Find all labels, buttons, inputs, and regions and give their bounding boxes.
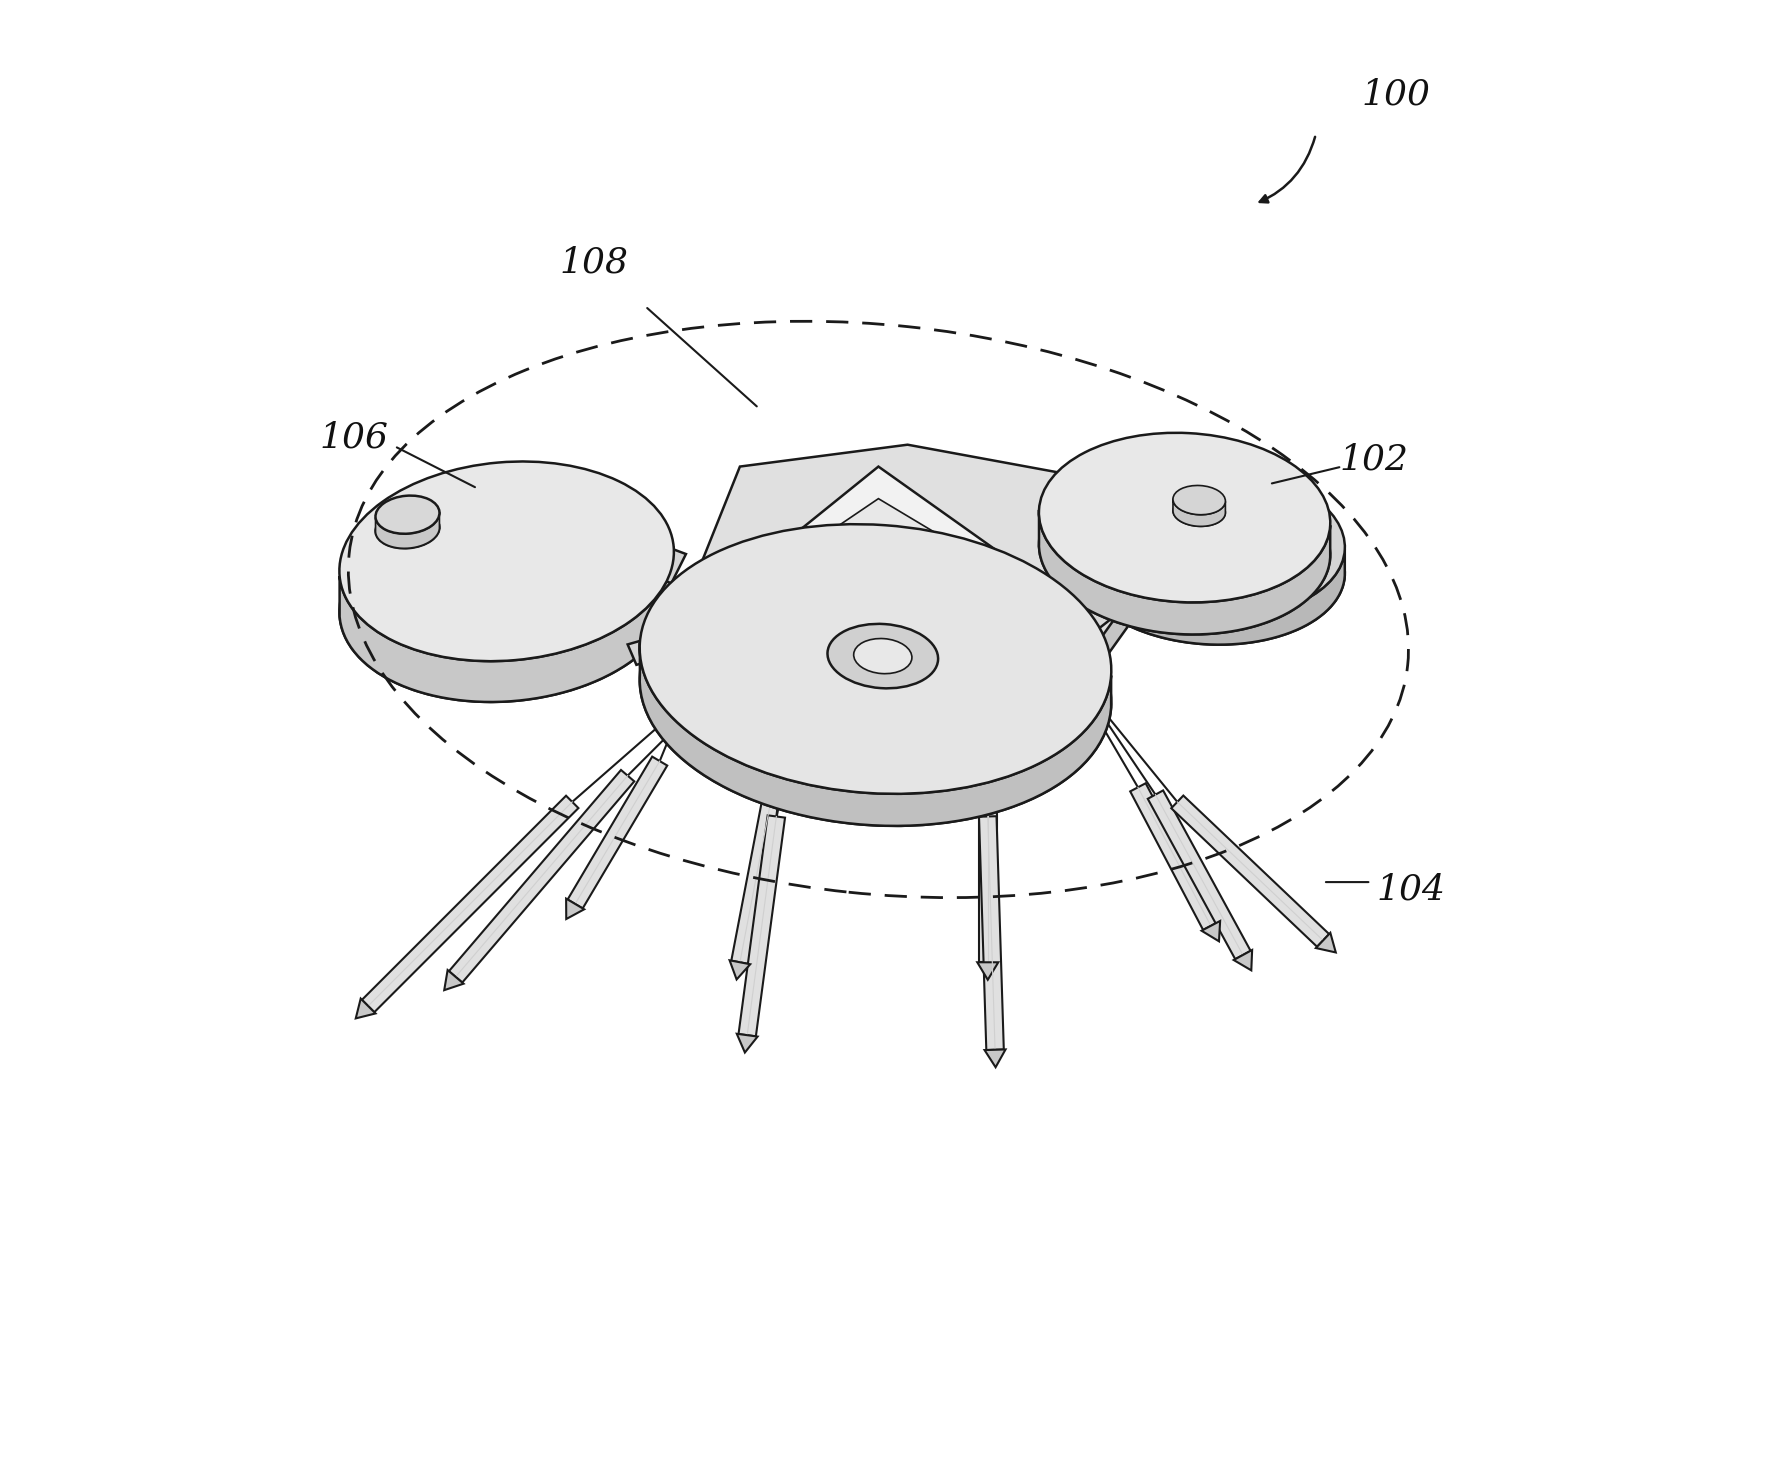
Ellipse shape (639, 557, 1111, 825)
Ellipse shape (1039, 433, 1331, 602)
Ellipse shape (375, 510, 439, 548)
Polygon shape (1079, 583, 1138, 630)
Polygon shape (355, 999, 375, 1018)
Polygon shape (1039, 510, 1331, 634)
Ellipse shape (1173, 486, 1225, 515)
Polygon shape (979, 802, 997, 962)
Polygon shape (448, 770, 634, 983)
Ellipse shape (1039, 465, 1331, 634)
Polygon shape (739, 815, 786, 1037)
Text: 102: 102 (1340, 442, 1409, 477)
Polygon shape (738, 1034, 757, 1053)
Polygon shape (1234, 951, 1252, 971)
Text: 108: 108 (559, 245, 629, 280)
Polygon shape (682, 445, 1138, 697)
Polygon shape (375, 512, 439, 548)
Polygon shape (598, 528, 686, 583)
Ellipse shape (854, 639, 913, 674)
Polygon shape (1131, 783, 1218, 930)
Ellipse shape (339, 503, 673, 701)
Polygon shape (730, 786, 782, 964)
Ellipse shape (1077, 493, 1345, 644)
Ellipse shape (1077, 467, 1345, 618)
Polygon shape (1077, 535, 1345, 644)
Polygon shape (627, 639, 657, 665)
Polygon shape (1173, 499, 1225, 526)
Polygon shape (979, 816, 1004, 1050)
Polygon shape (730, 961, 750, 980)
Polygon shape (1172, 796, 1329, 946)
Polygon shape (639, 643, 1111, 825)
Polygon shape (568, 757, 668, 908)
Ellipse shape (639, 525, 1111, 793)
Polygon shape (1202, 921, 1220, 942)
Polygon shape (682, 586, 725, 620)
Polygon shape (1316, 933, 1336, 952)
Text: 104: 104 (1375, 872, 1445, 907)
Ellipse shape (827, 624, 938, 688)
Ellipse shape (1173, 497, 1225, 526)
Polygon shape (689, 467, 1079, 620)
Ellipse shape (339, 462, 673, 660)
Polygon shape (339, 547, 673, 701)
Polygon shape (711, 499, 1056, 612)
Polygon shape (363, 796, 579, 1012)
Polygon shape (445, 970, 464, 990)
Text: 100: 100 (1361, 77, 1431, 112)
Polygon shape (1148, 790, 1250, 959)
Text: 106: 106 (320, 420, 388, 455)
Polygon shape (977, 962, 998, 980)
Polygon shape (682, 471, 1138, 723)
Ellipse shape (375, 496, 439, 534)
Polygon shape (566, 898, 584, 919)
Polygon shape (984, 1050, 1006, 1067)
